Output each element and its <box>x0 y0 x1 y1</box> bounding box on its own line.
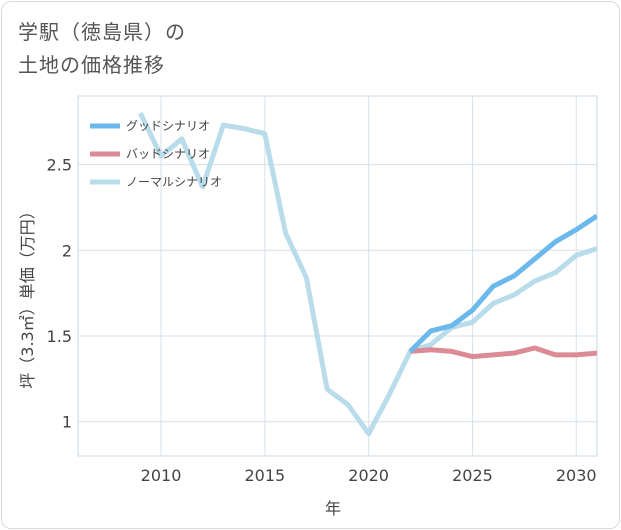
series-lines <box>138 112 597 437</box>
legend-label-good: グッドシナリオ <box>126 119 210 133</box>
chart-title: 学駅（徳島県）の 土地の価格推移 <box>18 16 186 82</box>
x-tick-label: 2030 <box>556 466 597 485</box>
chart-title-line-2: 土地の価格推移 <box>18 53 165 77</box>
x-tick-label: 2010 <box>141 466 182 485</box>
legend-label-bad: バッドシナリオ <box>126 147 210 161</box>
series-line-bad <box>409 345 597 360</box>
x-tick-label: 2015 <box>244 466 285 485</box>
y-tick-label: 1.5 <box>47 327 72 346</box>
y-tick-label: 2 <box>62 241 72 260</box>
series-line-normal <box>138 112 597 437</box>
x-axis-title: 年 <box>325 499 341 518</box>
chart-title-line-1: 学駅（徳島県）の <box>18 20 186 44</box>
x-tick-label: 2025 <box>452 466 493 485</box>
tick-labels: 2010 2015 2020 2025 2030 1 1.5 2 2.5 <box>47 156 597 485</box>
y-tick-label: 1 <box>62 413 72 432</box>
series-line-good <box>408 213 597 354</box>
y-axis-title: 坪（3.3㎡）単価（万円） <box>18 203 37 388</box>
grid-lines <box>78 96 597 456</box>
legend-label-normal: ノーマルシナリオ <box>126 175 222 189</box>
x-tick-label: 2020 <box>348 466 389 485</box>
y-tick-label: 2.5 <box>47 156 72 175</box>
